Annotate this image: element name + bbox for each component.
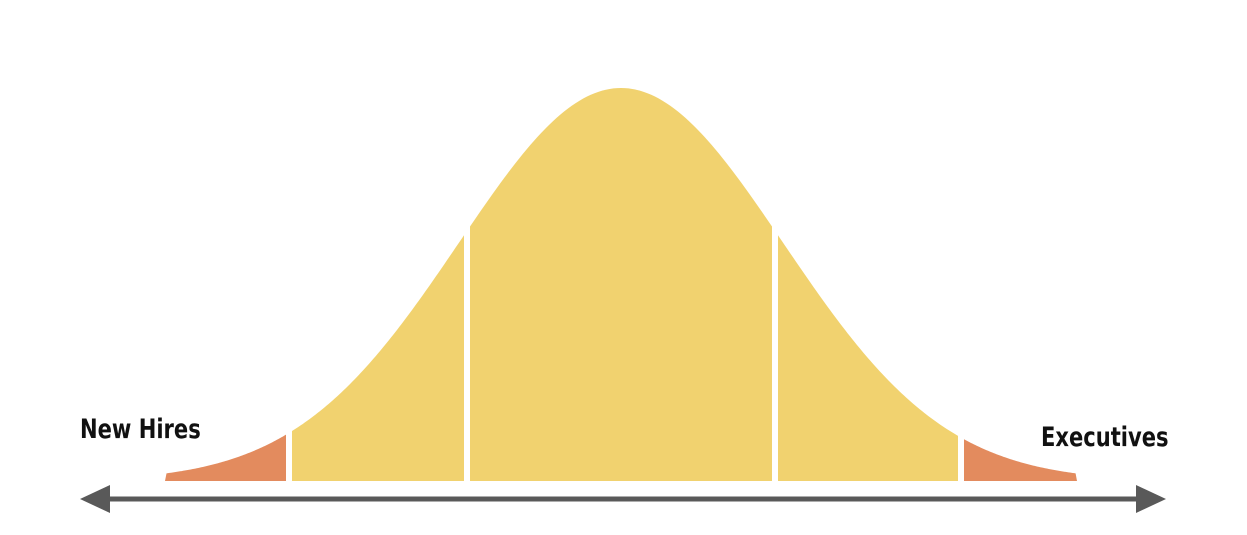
axis-arrow-left-icon: [80, 485, 110, 513]
segment-right: [778, 235, 958, 481]
executives-label: Executives: [1041, 422, 1169, 453]
segment-center: [470, 88, 772, 481]
axis-arrow-right-icon: [1136, 485, 1166, 513]
segment-far-left: [165, 434, 286, 481]
new-hires-label: New Hires: [80, 414, 201, 445]
segment-left: [292, 235, 464, 481]
bell-curve-segments: [165, 88, 1077, 481]
horizontal-axis: [80, 485, 1166, 513]
segment-far-right: [964, 439, 1077, 481]
